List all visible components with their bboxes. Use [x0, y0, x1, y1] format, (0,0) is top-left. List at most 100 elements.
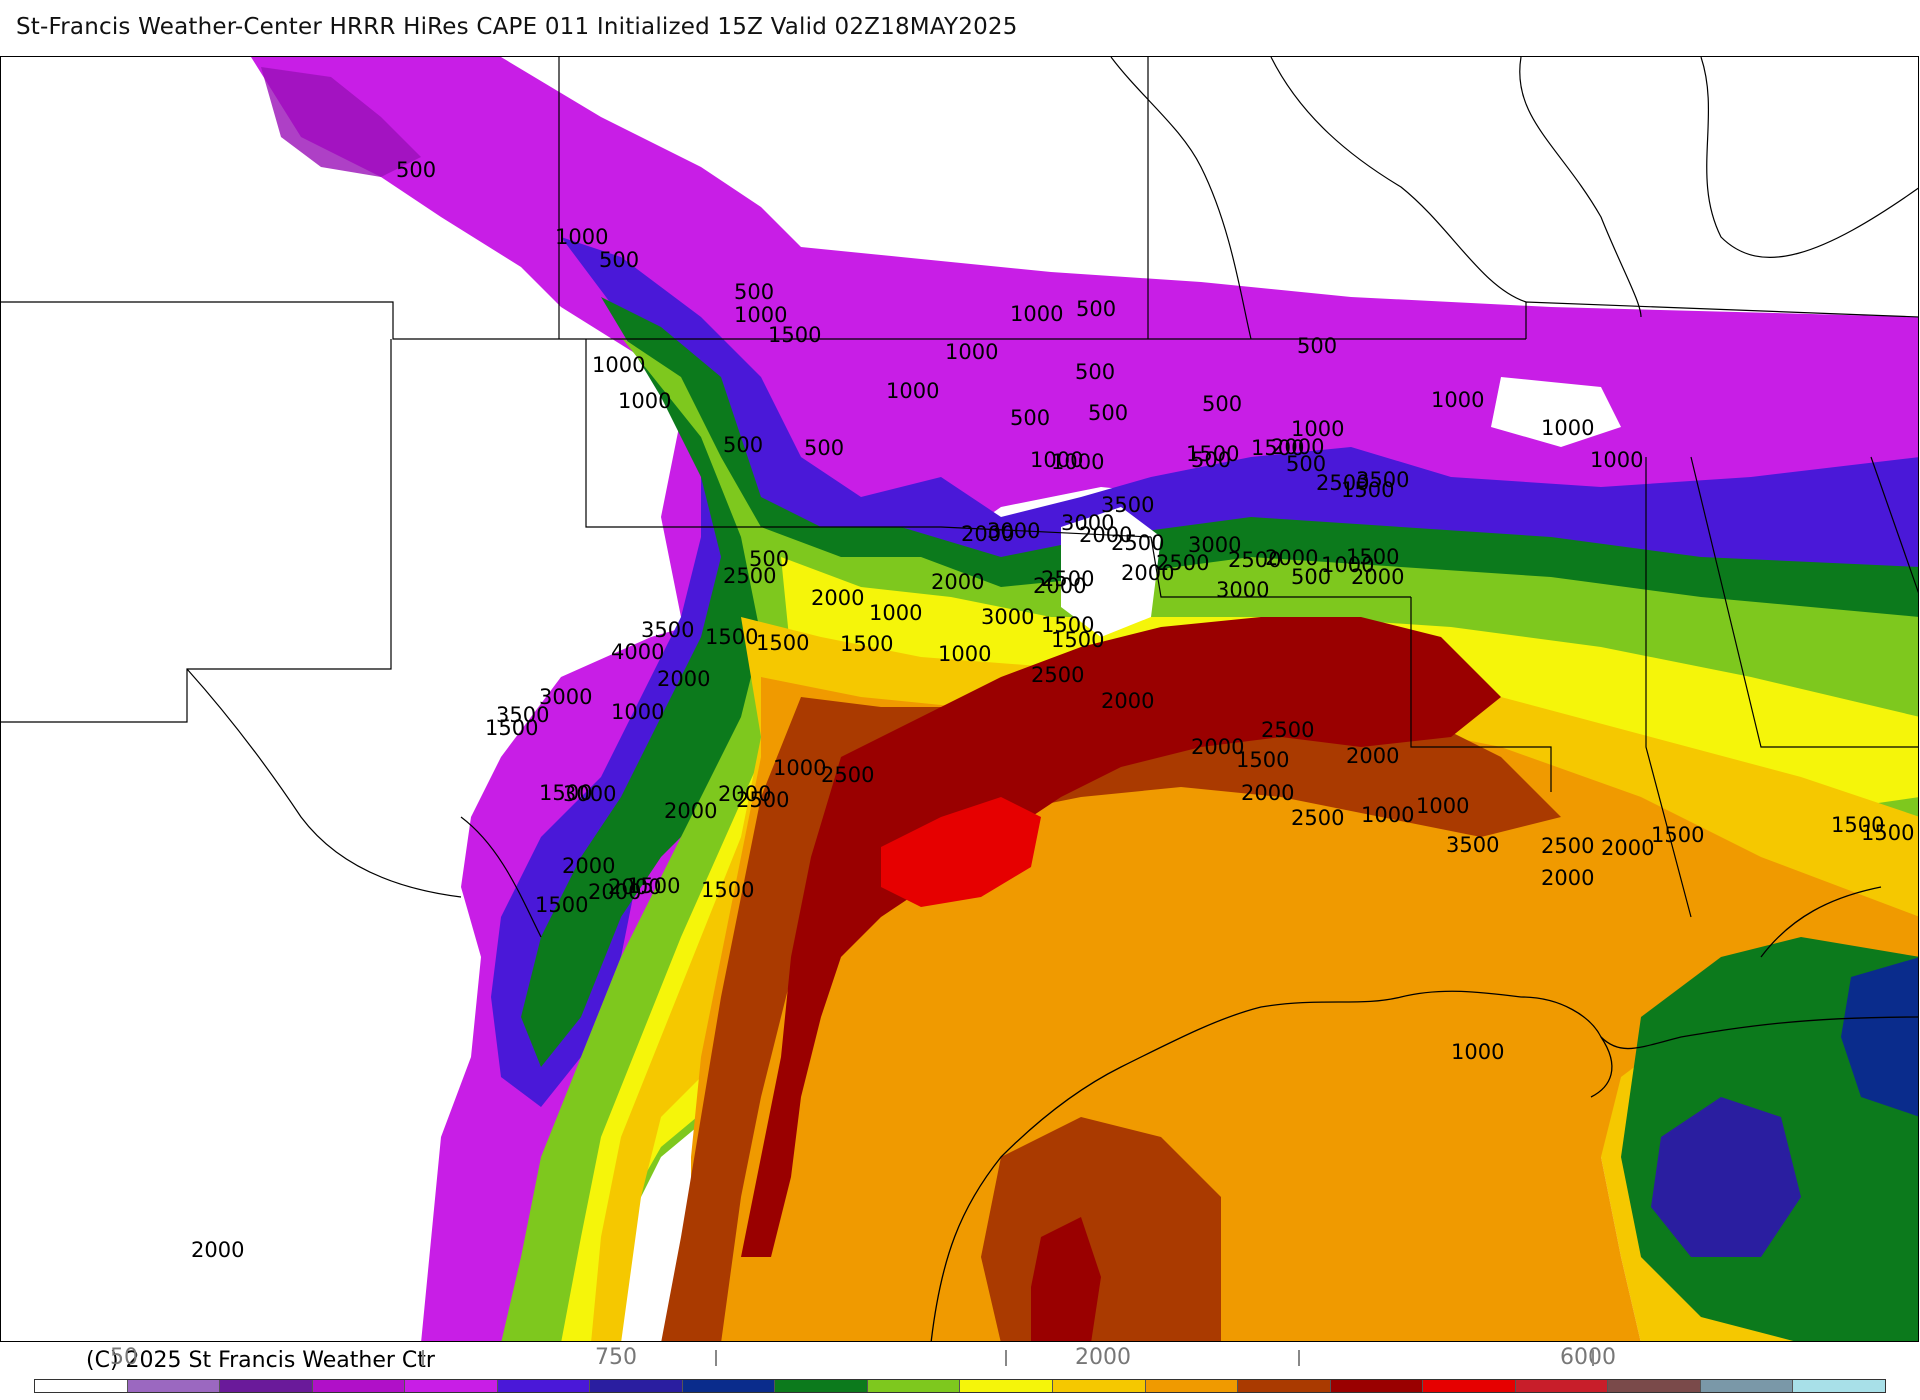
contour-label: 500 — [1291, 565, 1331, 589]
contour-label: 500 — [1076, 297, 1116, 321]
contour-label: 2500 — [1031, 663, 1084, 687]
colorbar-swatch — [220, 1380, 313, 1392]
contour-label: 2000 — [1191, 735, 1244, 759]
colorbar-swatch — [127, 1380, 221, 1392]
contour-label: 2000 — [931, 570, 984, 594]
colorbar-swatch — [312, 1380, 406, 1392]
contour-label: 1000 — [938, 642, 991, 666]
contour-label: 2500 — [723, 564, 776, 588]
contour-label: 1500 — [1236, 748, 1289, 772]
contour-label: 1000 — [1321, 553, 1374, 577]
legend-tick-label-3: 6000 — [1560, 1345, 1616, 1370]
cape-zone-blue-se — [1651, 1097, 1801, 1257]
colorbar-swatch — [1515, 1380, 1609, 1392]
contour-label: 3500 — [1446, 833, 1499, 857]
contour-label: 3000 — [987, 519, 1040, 543]
contour-label: 2000 — [1121, 561, 1174, 585]
contour-label: 2500 — [1228, 548, 1281, 572]
contour-label: 1500 — [1346, 545, 1399, 569]
colorbar-swatch — [1423, 1380, 1516, 1392]
contour-label: 2000 — [191, 1238, 244, 1262]
contour-label: 2500 — [1041, 567, 1094, 591]
cape-zone-dark-red — [741, 617, 1501, 1257]
contour-label: 4000 — [611, 640, 664, 664]
contour-label: 3000 — [563, 782, 616, 806]
contour-label: 1500 — [1251, 436, 1304, 460]
contour-label: 500 — [804, 436, 844, 460]
contour-label: 2500 — [1156, 551, 1209, 575]
colorbar-swatch — [682, 1380, 776, 1392]
contour-label: 2500 — [1541, 834, 1594, 858]
contour-label: 3000 — [539, 685, 592, 709]
gulf-coastline — [930, 886, 1918, 1341]
cape-colorbar — [34, 1379, 1886, 1393]
contour-label: 1500 — [701, 878, 754, 902]
contour-label: 2000 — [588, 880, 641, 904]
contour-label: 3000 — [1061, 511, 1114, 535]
legend-tick-mark — [422, 1350, 424, 1366]
contour-label: 3000 — [981, 605, 1034, 629]
contour-label: 2000 — [1351, 565, 1404, 589]
contour-label: 1000 — [611, 700, 664, 724]
cape-zone-brown — [661, 687, 1561, 1341]
colorbar-swatch — [1238, 1380, 1331, 1392]
contour-label: 1500 — [1186, 442, 1239, 466]
contour-label: 1500 — [1341, 478, 1394, 502]
contour-label: 1500 — [705, 625, 758, 649]
legend-tick-mark — [1592, 1350, 1594, 1366]
contour-label: 1000 — [1541, 416, 1594, 440]
contour-label: 2000 — [1541, 866, 1594, 890]
contour-label: 2500 — [1316, 471, 1369, 495]
contour-label: 2000 — [657, 667, 710, 691]
contour-label: 2000 — [718, 782, 771, 806]
contour-label: 1000 — [555, 225, 608, 249]
contour-label: 2000 — [1241, 781, 1294, 805]
contour-label: 1000 — [773, 756, 826, 780]
contour-label: 2500 — [821, 763, 874, 787]
colorbar-swatch — [1700, 1380, 1794, 1392]
contour-label: 3000 — [1216, 578, 1269, 602]
contour-label: 1000 — [618, 389, 671, 413]
cape-zone-navy-e — [1841, 957, 1918, 1117]
legend-tick-mark — [1005, 1350, 1007, 1366]
contour-label: 1000 — [869, 601, 922, 625]
contour-label: 1500 — [485, 716, 538, 740]
colorbar-swatch — [775, 1380, 868, 1392]
cape-shading — [251, 57, 1918, 1341]
contour-label: 1500 — [756, 631, 809, 655]
contour-label: 1000 — [1051, 450, 1104, 474]
contour-label: 1500 — [1831, 813, 1884, 837]
map-title: St-Francis Weather-Center HRRR HiRes CAP… — [16, 14, 1018, 40]
contour-label: 1000 — [1431, 388, 1484, 412]
contour-label: 2000 — [562, 854, 615, 878]
contour-label: 1500 — [535, 893, 588, 917]
legend-tick-label-1: 750 — [595, 1345, 637, 1370]
contour-label: 3500 — [641, 618, 694, 642]
colorbar-swatch — [960, 1380, 1054, 1392]
contour-label: 500 — [599, 248, 639, 272]
contour-label: 1500 — [840, 632, 893, 656]
contour-label: 2000 — [811, 586, 864, 610]
cape-zone-red — [881, 797, 1041, 907]
colorbar-swatch — [405, 1380, 498, 1392]
contour-label: 3500 — [1101, 493, 1154, 517]
contour-label: 2500 — [1261, 718, 1314, 742]
contour-label: 500 — [749, 547, 789, 571]
legend-tick-label-0: 50 — [110, 1345, 138, 1370]
colorbar-swatch — [1053, 1380, 1146, 1392]
contour-label: 1000 — [1291, 417, 1344, 441]
contour-label: 500 — [1191, 448, 1231, 472]
legend-tick-label-2: 2000 — [1075, 1345, 1131, 1370]
contour-label: 1500 — [1861, 821, 1914, 845]
contour-label: 2000 — [1079, 523, 1132, 547]
contour-label: 1000 — [1416, 794, 1469, 818]
cape-gap-white — [1061, 507, 1161, 637]
contour-label: 3500 — [1356, 468, 1409, 492]
contour-label: 1000 — [945, 340, 998, 364]
contour-label: 500 — [396, 158, 436, 182]
contour-label: 500 — [1202, 392, 1242, 416]
contour-label: 1500 — [627, 874, 680, 898]
contour-label: 500 — [1286, 452, 1326, 476]
contour-label: 1500 — [768, 323, 821, 347]
